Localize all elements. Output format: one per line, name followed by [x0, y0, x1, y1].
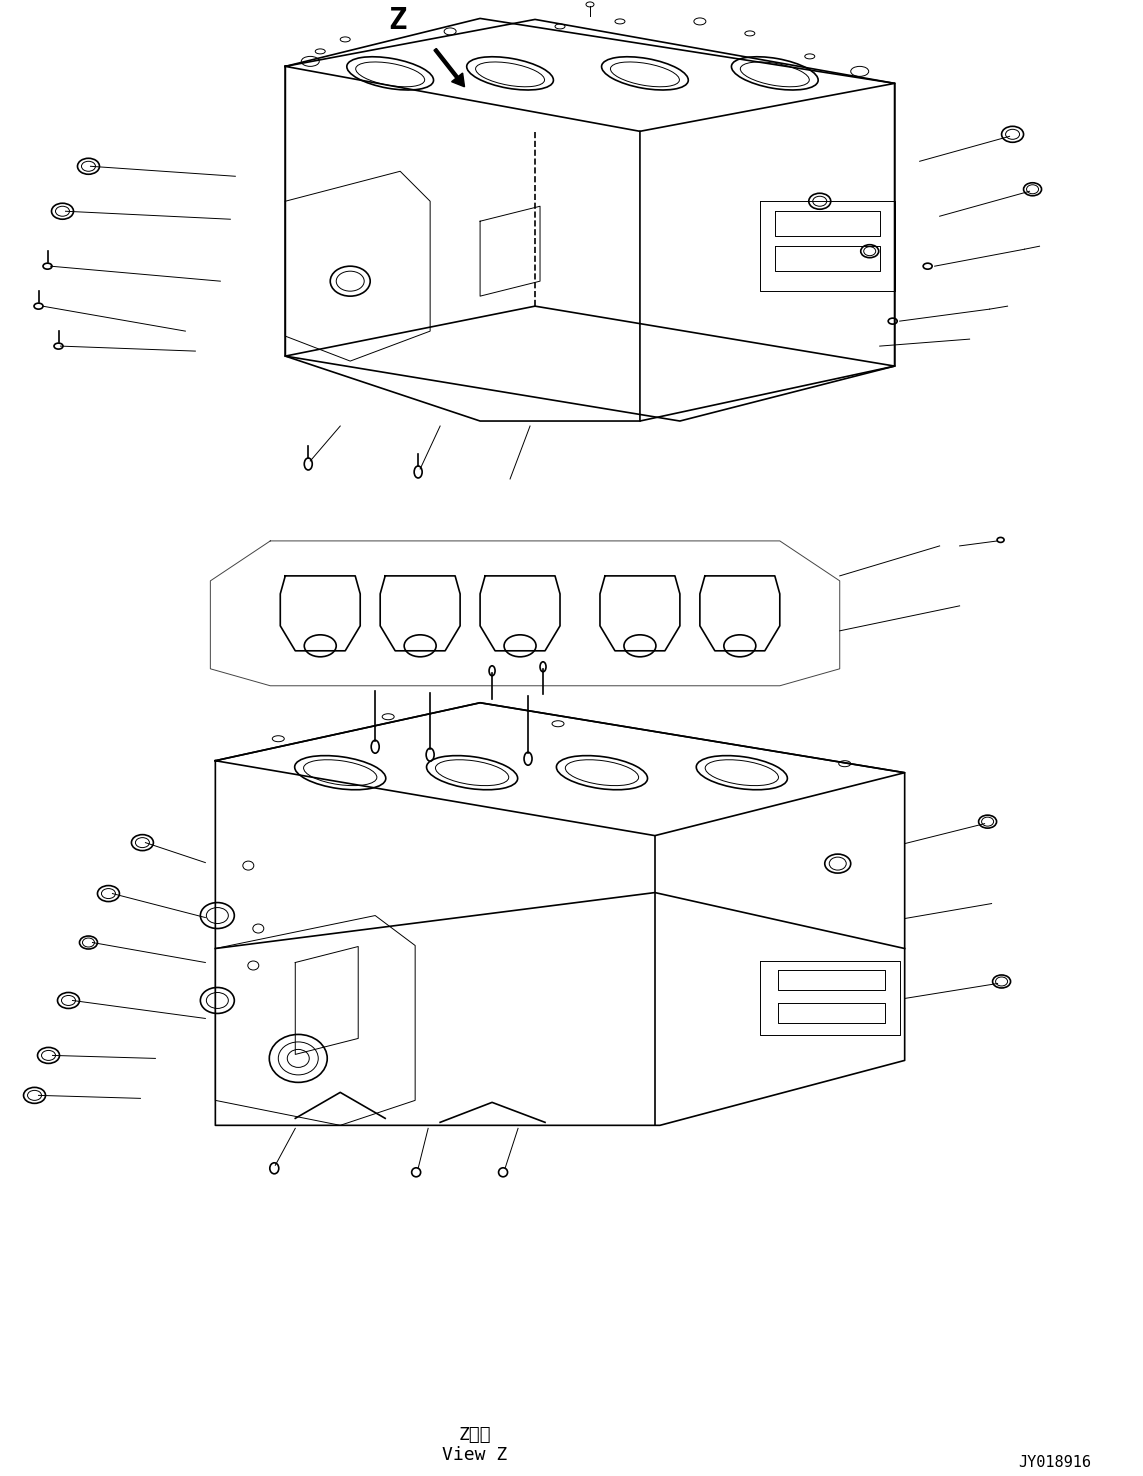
Text: Z　視: Z 視 [458, 1426, 491, 1444]
Text: JY018916: JY018916 [1018, 1454, 1092, 1470]
Text: Z: Z [389, 6, 407, 35]
Text: View Z: View Z [442, 1446, 507, 1464]
FancyArrow shape [434, 49, 464, 87]
